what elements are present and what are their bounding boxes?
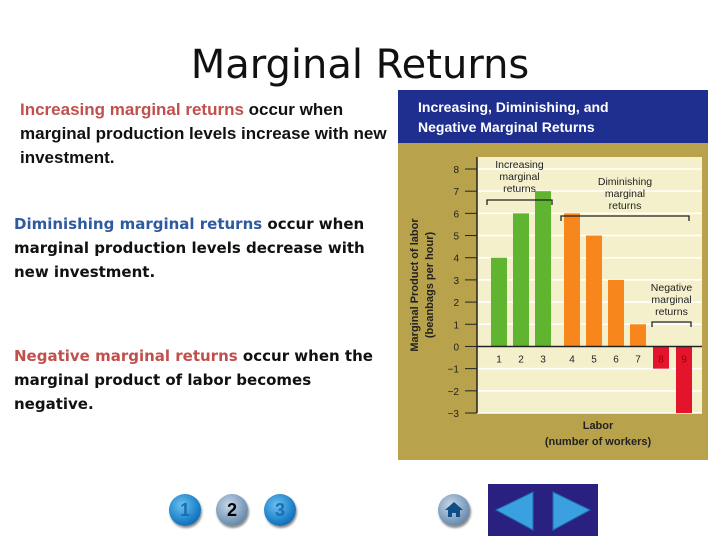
increasing-paragraph: Increasing marginal returns occur when m… <box>20 98 390 170</box>
y-axis-label: Marginal Product of labor <box>409 218 421 352</box>
x-tick-label: 2 <box>518 354 524 365</box>
x-tick-label: 4 <box>569 354 575 365</box>
y-tick-label: 5 <box>453 232 459 243</box>
y-tick-label: −3 <box>448 409 460 420</box>
y-tick-label: 4 <box>453 254 459 265</box>
home-button[interactable] <box>438 494 470 526</box>
annotation-label: marginal <box>651 294 691 306</box>
increasing-term: Increasing marginal returns <box>20 100 244 119</box>
increasing-text: occur when marginal production levels in… <box>20 100 387 167</box>
y-tick-label: 0 <box>453 342 459 353</box>
y-tick-label: 2 <box>453 298 459 309</box>
y-tick-label: 6 <box>453 209 459 220</box>
annotation-bracket <box>651 321 692 327</box>
y-tick-label: −1 <box>448 365 460 376</box>
bar-2 <box>513 213 529 347</box>
y-tick-label: 8 <box>453 165 459 176</box>
y-tick-label: 3 <box>453 276 459 287</box>
navigation-arrows <box>488 484 598 536</box>
bar-8 <box>653 346 669 369</box>
previous-icon[interactable] <box>494 491 534 531</box>
x-tick-label: 9 <box>681 354 687 365</box>
x-axis-sublabel: (number of workers) <box>545 436 652 448</box>
bar-3 <box>535 191 551 347</box>
y-tick-label: 1 <box>453 320 459 331</box>
annotation-label: Increasing <box>495 159 544 171</box>
annotation-label: marginal <box>605 188 645 200</box>
y-tick-label: 7 <box>453 187 459 198</box>
page-title: Marginal Returns <box>190 42 530 88</box>
annotation-label: Diminishing <box>598 176 652 188</box>
annotation-label: returns <box>503 183 536 195</box>
page-2-button[interactable]: 2 <box>216 494 248 526</box>
x-tick-label: 6 <box>613 354 619 365</box>
chart-title-line-1: Increasing, Diminishing, and <box>418 99 609 115</box>
home-icon <box>445 502 463 517</box>
bar-1 <box>491 257 507 347</box>
annotation-label: returns <box>655 306 688 318</box>
annotation-bracket <box>486 199 553 205</box>
annotation-label: returns <box>609 200 642 212</box>
diminishing-text: occur when marginal production levels de… <box>14 215 365 281</box>
page-3-button[interactable]: 3 <box>264 494 296 526</box>
chart-header <box>398 90 708 143</box>
bar-6 <box>608 279 624 347</box>
marginal-returns-chart: Increasing, Diminishing, and Negative Mar… <box>398 90 708 460</box>
negative-term: Negative marginal returns <box>14 347 238 365</box>
y-tick-label: −2 <box>448 387 460 398</box>
annotation-label: Negative <box>651 282 693 294</box>
bar-7 <box>630 324 646 347</box>
x-tick-label: 7 <box>635 354 641 365</box>
diminishing-term: Diminishing marginal returns <box>14 215 263 233</box>
bar-9 <box>676 346 692 413</box>
bar-4 <box>564 213 580 347</box>
bar-5 <box>586 235 602 347</box>
y-axis-sublabel: (beanbags per hour) <box>424 231 436 338</box>
annotation-label: marginal <box>499 171 539 183</box>
chart-title-line-2: Negative Marginal Returns <box>418 119 595 135</box>
page-1-button[interactable]: 1 <box>169 494 201 526</box>
diminishing-paragraph: Diminishing marginal returns occur when … <box>14 212 374 284</box>
negative-text: occur when the marginal product of labor… <box>14 347 373 413</box>
next-icon[interactable] <box>552 491 592 531</box>
x-tick-label: 3 <box>540 354 546 365</box>
negative-paragraph: Negative marginal returns occur when the… <box>14 344 384 416</box>
x-tick-label: 5 <box>591 354 597 365</box>
annotation-bracket <box>560 215 690 221</box>
x-tick-label: 8 <box>658 354 664 365</box>
x-axis-label: Labor <box>583 420 614 432</box>
x-tick-label: 1 <box>496 354 502 365</box>
